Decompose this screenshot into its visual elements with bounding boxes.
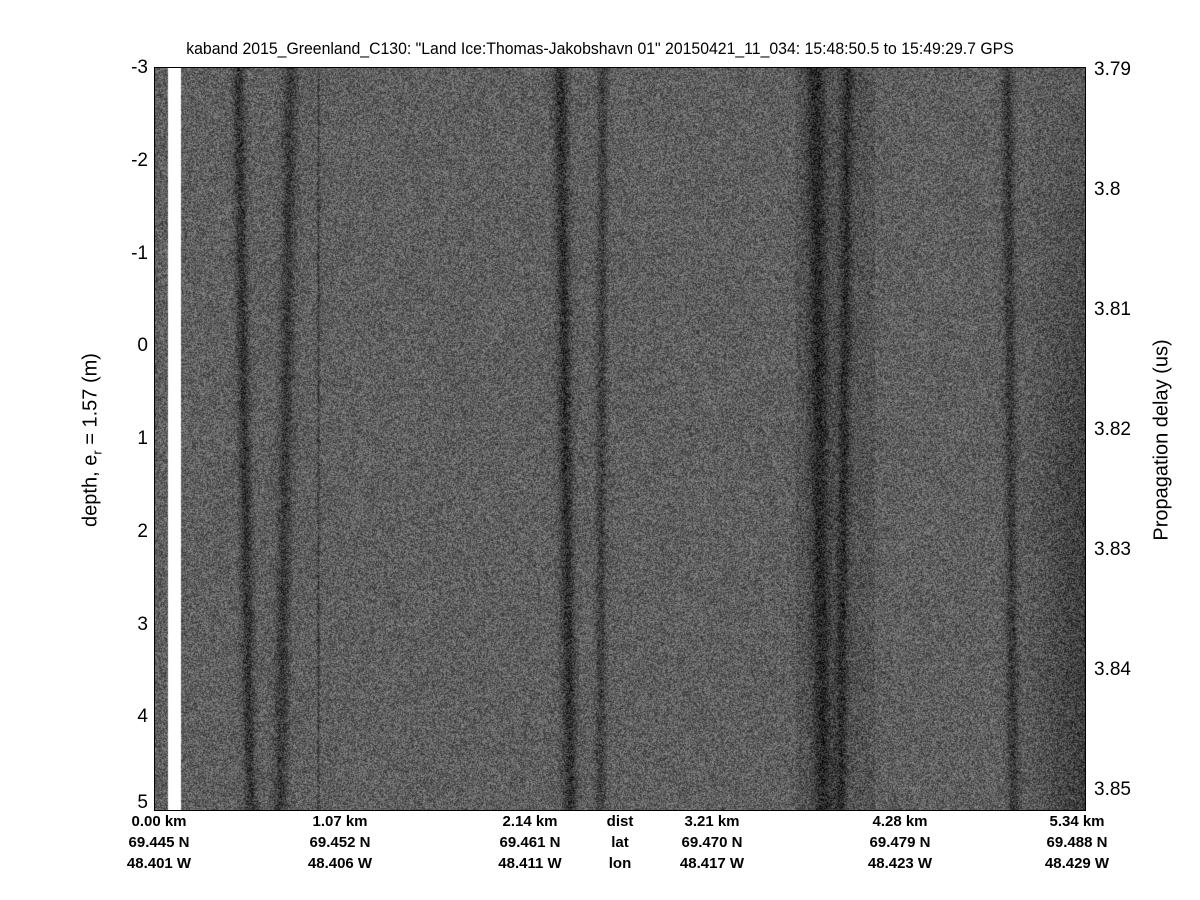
x-dist-label: 4.28 km bbox=[872, 813, 927, 831]
chart-title: kaband 2015_Greenland_C130: "Land Ice:Th… bbox=[42, 40, 1158, 57]
x-lat-label: 69.452 N bbox=[310, 834, 371, 852]
x-dist-label: 5.34 km bbox=[1049, 813, 1104, 831]
echogram-image bbox=[155, 68, 1085, 810]
x-lat-label: 69.488 N bbox=[1047, 834, 1108, 852]
y-tick-label: 4 bbox=[108, 708, 148, 726]
y2-tick-label: 3.84 bbox=[1094, 661, 1131, 679]
y2-tick-label: 3.79 bbox=[1094, 61, 1131, 79]
y-label-subscript: r bbox=[90, 450, 105, 454]
x-dist-label: 0.00 km bbox=[131, 813, 186, 831]
y-tick-label: 2 bbox=[108, 523, 148, 541]
x-dist-label: 3.21 km bbox=[684, 813, 739, 831]
y-tick-label: -3 bbox=[108, 59, 148, 77]
x-lon-label: 48.417 W bbox=[680, 855, 744, 873]
x-dist-label: 1.07 km bbox=[312, 813, 367, 831]
y-axis-label: depth, er = 1.57 (m) bbox=[80, 353, 105, 527]
x-lon-label: 48.406 W bbox=[308, 855, 372, 873]
y-tick-label: 0 bbox=[108, 337, 148, 355]
x-lat-label: 69.461 N bbox=[500, 834, 561, 852]
x-lon-label: 48.401 W bbox=[127, 855, 191, 873]
y-label-rest: = 1.57 (m) bbox=[80, 353, 102, 450]
x-lat-label: 69.445 N bbox=[129, 834, 190, 852]
x-lon-label: 48.429 W bbox=[1045, 855, 1109, 873]
x-dist-label: 2.14 km bbox=[502, 813, 557, 831]
y-tick-label: -2 bbox=[108, 152, 148, 170]
y-tick-label: 5 bbox=[108, 794, 148, 812]
y2-tick-label: 3.83 bbox=[1094, 541, 1131, 559]
y-label-main: depth, e bbox=[80, 455, 102, 527]
x-row-header: lat bbox=[611, 834, 629, 852]
y2-tick-label: 3.8 bbox=[1094, 181, 1120, 199]
y-tick-label: 1 bbox=[108, 430, 148, 448]
y2-tick-label: 3.82 bbox=[1094, 421, 1131, 439]
x-row-header: lon bbox=[609, 855, 632, 873]
y2-tick-label: 3.85 bbox=[1094, 781, 1131, 799]
y2-tick-label: 3.81 bbox=[1094, 301, 1131, 319]
x-lon-label: 48.423 W bbox=[868, 855, 932, 873]
x-row-header: dist bbox=[607, 813, 634, 831]
x-lat-label: 69.479 N bbox=[870, 834, 931, 852]
y2-axis-label: Propagation delay (us) bbox=[1151, 339, 1174, 540]
x-lon-label: 48.411 W bbox=[498, 855, 561, 873]
x-lat-label: 69.470 N bbox=[682, 834, 743, 852]
y-tick-label: -1 bbox=[108, 245, 148, 263]
y-tick-label: 3 bbox=[108, 616, 148, 634]
